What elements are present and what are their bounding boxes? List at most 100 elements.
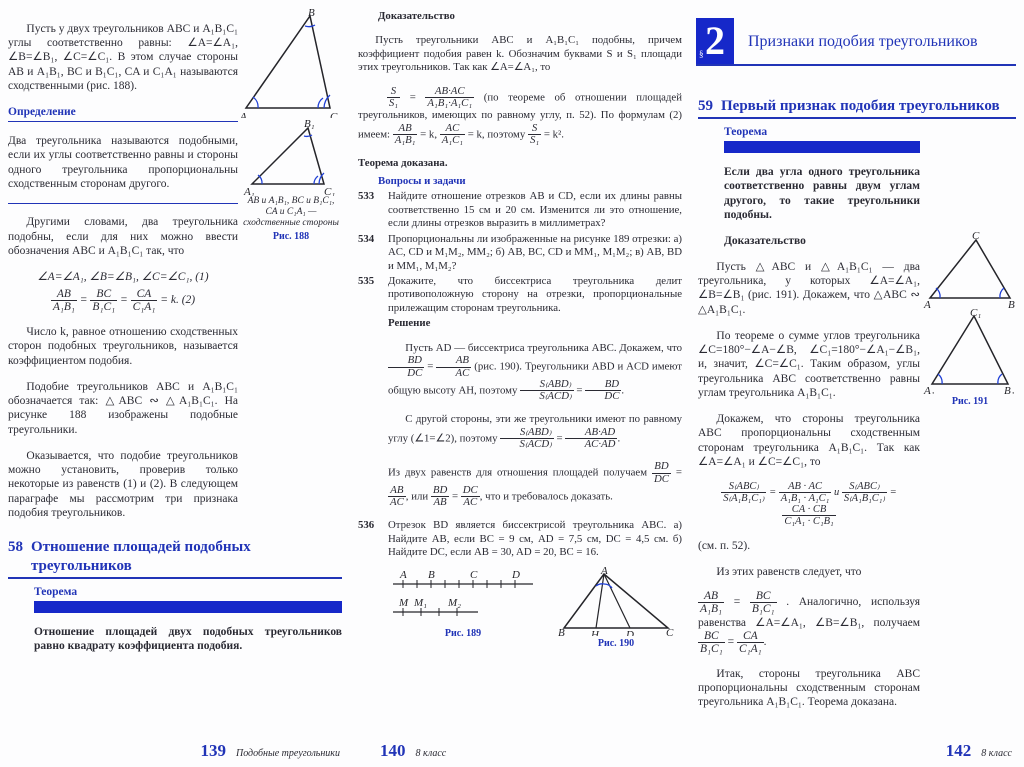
page-139: Пусть у двух треугольников ABC и A₁B₁C₁ … [0,0,350,767]
page-caption: 8 класс [416,748,447,761]
proof-p1: Пусть треугольники ABC и A₁B₁C₁ подобны,… [358,34,682,74]
theorem-bar [724,141,920,153]
task-number: 535 [358,275,388,315]
equation-1: ∠A=∠A₁, ∠B=∠B₁, ∠C=∠C₁, (1) [8,270,238,284]
intro-text: Пусть у двух треугольников ABC и A₁B₁C₁ … [8,22,238,94]
solution-heading: Решение [388,317,682,330]
theorem-59-text: Если два угла одного треугольника соотве… [724,165,920,223]
tasks-heading: Вопросы и задачи [378,175,682,188]
section-58-title: Отношение площадей подобных треугольнико… [31,538,342,576]
para-5: Оказывается, что подобие треугольников м… [8,449,238,521]
figure-191: A B C A₁ B₁ C₁ Рис. 191 [922,230,1018,409]
svg-text:A₁: A₁ [923,385,935,394]
svg-text:B: B [428,569,435,581]
textbook-spread: Пусть у двух треугольников ABC и A₁B₁C₁ … [0,0,1024,767]
para-2: Другими словами, два треугольника подобн… [8,215,238,258]
figures-189-190: A B C D M M₁ M₂ Рис. 189 [388,566,682,651]
svg-text:M₂: M₂ [447,597,461,609]
proof-p5: ABA₁B₁ = BCB₁C₁ . Аналогично, используя … [698,590,920,655]
solution-p2: С другой стороны, эти же треугольники им… [388,413,682,450]
page-number: 139 [200,740,226,761]
proof-p2: По теореме о сумме углов треугольника ∠C… [698,329,920,401]
task-number: 533 [358,190,388,230]
task-535: 535 Докажите, что биссектриса треугольни… [358,275,682,315]
svg-text:M₁: M₁ [413,597,427,609]
page-number: 142 [946,740,972,761]
fig188-caption: Рис. 188 [238,231,344,244]
figure-188: A B C A₁ B₁ C₁ AB и A₁B₁, BC и B₁C₁, CA … [238,8,344,243]
def-rule-top [8,121,238,122]
definition-heading: Определение [8,105,238,119]
theorem-58-text: Отношение площадей двух подобных треугол… [34,625,342,654]
section-58: 58 Отношение площадей подобных треугольн… [8,538,342,653]
task-text: Пропорциональны ли изображенные на рисун… [388,233,682,273]
para-4: Подобие треугольников ABC и A₁B₁C₁ обозн… [8,380,238,438]
def-rule-bot [8,203,238,204]
page-number: 140 [380,740,406,761]
svg-text:D: D [511,569,520,581]
proof-eq: S₍ABC₎S₍A₁B₁C₁₎ = AB · ACA₁B₁ · A₁C₁ и S… [698,481,920,527]
svg-text:B: B [1008,299,1015,308]
triangle-191a-icon: A B C [922,230,1018,308]
proof-eq1: SS₁ = AB·ACA₁B₁·A₁C₁ (по теореме об отно… [358,86,682,147]
paragraph-badge: §2 [696,18,734,64]
svg-text:A: A [399,569,407,581]
fig191-caption: Рис. 191 [922,396,1018,409]
theorem-label: Теорема [724,125,920,139]
figure-190-icon: A B C D H [556,566,676,636]
section-59-number: 59 [698,97,713,116]
proof-p5-lead: Из этих равенств следует, что [698,565,920,579]
definition-text: Два треугольника называются подобными, е… [8,134,238,192]
task-534: 534 Пропорциональны ли изображенные на р… [358,233,682,273]
solution-p3: Из двух равенств для отношения площадей … [388,461,682,508]
svg-text:C: C [666,627,674,636]
svg-text:A: A [239,111,247,118]
proof-heading: Доказательство [378,10,682,23]
page-caption: Подобные треугольники [236,748,340,761]
proof-heading: Доказательство [724,234,920,248]
section-58-number: 58 [8,538,23,557]
task-number: 536 [358,519,388,559]
equation-2: ABA₁B₁ = BCB₁C₁ = CAC₁A₁ = k. (2) [8,288,238,313]
fig188-note: AB и A₁B₁, BC и B₁C₁, CA и C₁A₁ — сходст… [238,196,344,229]
page-caption: 8 класс [981,748,1012,761]
page-footer-140: 140 8 класс [380,740,446,761]
page-footer-142: 142 8 класс [946,740,1012,761]
theorem-bar [34,601,342,613]
task-533: 533 Найдите отношение отрезков AB и CD, … [358,190,682,230]
figure-189-icon: A B C D M M₁ M₂ [388,566,538,626]
solution-p1: Пусть AD — биссектриса треугольника ABC.… [388,342,682,403]
page-140: Доказательство Пусть треугольники ABC и … [350,0,690,767]
section-underline [8,577,342,579]
fig189-caption: Рис. 189 [388,628,538,641]
section-59: 59 Первый признак подобия треугольников [698,97,1016,119]
para-3: Число k, равное отношению сходственных с… [8,325,238,368]
task-text: Найдите отношение отрезков AB и CD, если… [388,190,682,230]
task-text: Отрезок BD является биссектрисой треугол… [388,519,682,559]
svg-text:D: D [625,629,634,636]
svg-text:B₁: B₁ [1004,385,1015,394]
svg-text:M: M [398,597,409,609]
svg-text:B: B [308,8,315,19]
svg-text:A₁: A₁ [243,186,255,196]
svg-text:C₁: C₁ [970,308,981,319]
svg-text:A: A [600,566,608,577]
page-footer-139: 139 Подобные треугольники [200,740,340,761]
svg-text:A: A [923,299,931,308]
svg-text:C: C [470,569,478,581]
chapter-title: Признаки подобия треугольников [748,32,1016,51]
page-142: §2 Признаки подобия треугольников 59 Пер… [690,0,1024,767]
task-text: Докажите, что биссектриса треугольника д… [388,275,682,315]
task-536: 536 Отрезок BD является биссектрисой тре… [358,519,682,559]
svg-text:C: C [330,111,338,118]
proof-p4: (см. п. 52). [698,539,920,553]
fig190-caption: Рис. 190 [556,638,676,651]
triangle-abc-icon: A B C [238,8,344,118]
svg-text:H: H [590,629,600,636]
chapter-underline [696,64,1016,66]
svg-text:C₁: C₁ [324,186,335,196]
svg-text:B: B [558,627,565,636]
svg-text:C: C [972,230,980,242]
triangle-191b-icon: A₁ B₁ C₁ [922,308,1018,394]
proof-p1: Пусть △ABC и △A₁B₁C₁ — два треугольника,… [698,260,920,318]
